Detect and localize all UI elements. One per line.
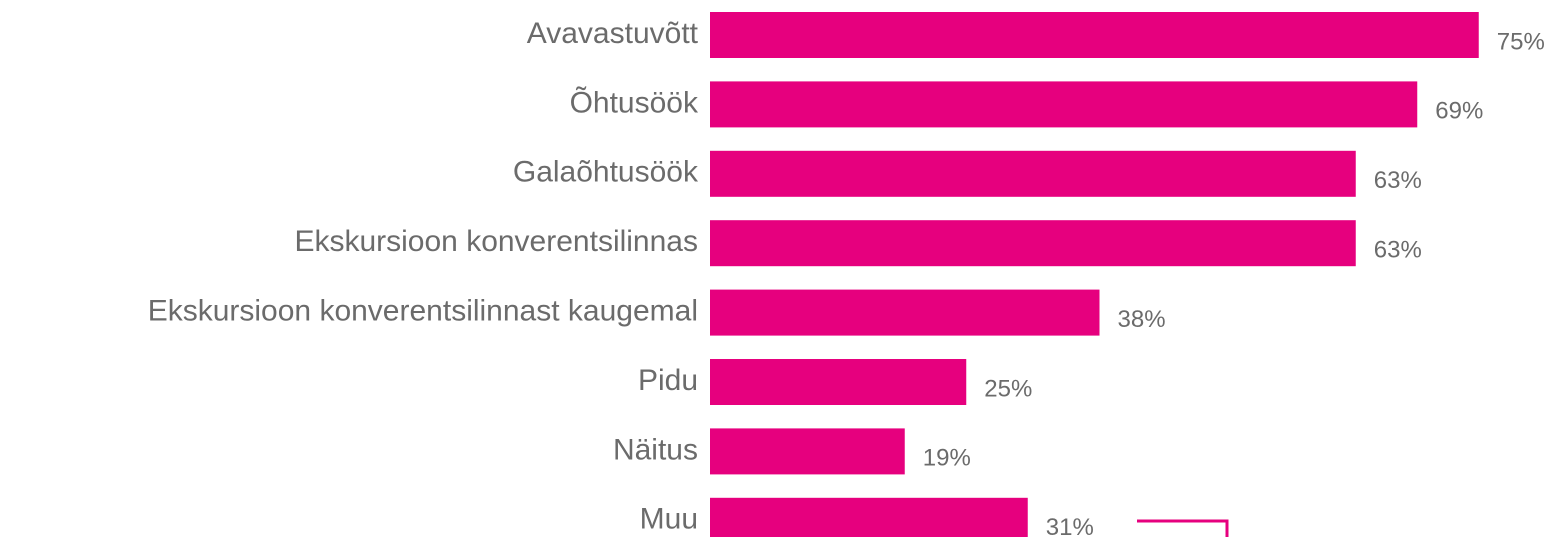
- category-label: Avavastuvõtt: [527, 17, 699, 50]
- value-label: 25%: [984, 375, 1032, 402]
- bar: [710, 12, 1479, 58]
- value-label: 19%: [923, 445, 971, 472]
- category-label: Ekskursioon konverentsilinnast kaugemal: [148, 295, 698, 328]
- bar: [710, 289, 1100, 336]
- category-label: Õhtusöök: [570, 85, 699, 119]
- value-label: 75%: [1497, 28, 1545, 55]
- bar: [710, 150, 1356, 197]
- category-label: Muu: [640, 503, 698, 536]
- category-label: Pidu: [638, 364, 698, 397]
- bar: [710, 497, 1028, 537]
- bracket-decoration: [1137, 519, 1229, 537]
- bar: [710, 81, 1418, 128]
- value-label: 63%: [1374, 167, 1422, 194]
- category-label: Näitus: [613, 433, 698, 466]
- bar: [710, 220, 1356, 267]
- value-label: 38%: [1118, 306, 1166, 333]
- value-label: 31%: [1046, 514, 1094, 537]
- category-label: Ekskursioon konverentsilinnas: [294, 225, 698, 258]
- bar: [710, 428, 905, 475]
- bar: [710, 359, 967, 405]
- category-label: Galaõhtusöök: [513, 156, 699, 189]
- value-label: 63%: [1374, 237, 1422, 264]
- value-label: 69%: [1435, 98, 1483, 125]
